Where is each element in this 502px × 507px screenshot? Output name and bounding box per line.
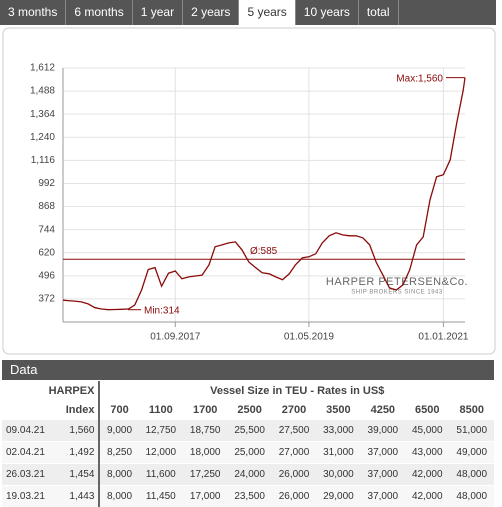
table-cell: 33,000 (316, 419, 361, 442)
table-cell: 42,000 (405, 463, 450, 486)
y-tick-label: 1,488 (30, 86, 55, 97)
x-tick-label: 01.09.2017 (150, 332, 200, 343)
table-cell: 26.03.21 (2, 463, 57, 486)
column-header: 2700 (281, 403, 307, 416)
column-header: 1100 (148, 403, 173, 416)
y-tick-label: 1,612 (30, 63, 55, 74)
table-cell: 23,500 (227, 485, 272, 507)
table-cell: 48,000 (449, 485, 494, 507)
table-cell: 25,000 (227, 441, 272, 464)
max-label: Max:1,560 (396, 73, 443, 84)
table-cell: 24,000 (227, 463, 272, 486)
average-label: Ø:585 (250, 246, 278, 257)
table-cell: 1,443 (56, 485, 101, 507)
table-cell: 42,000 (405, 485, 450, 507)
table-cell: 26,000 (271, 485, 317, 507)
tab[interactable]: total (359, 0, 399, 25)
table: HARPEX Vessel Size in TEU - Rates in US$ I… (2, 381, 494, 507)
table-cell: 9,000 (99, 419, 139, 442)
table-cell: 43,000 (405, 441, 450, 464)
empty-cell (2, 400, 56, 420)
table-cell: 19.03.21 (2, 485, 57, 507)
table-cell: 1,454 (56, 463, 101, 486)
table-cell: 51,000 (449, 419, 494, 442)
table-cell: 45,000 (405, 419, 450, 442)
data-line (62, 77, 466, 311)
table-cell: 18,000 (183, 441, 228, 464)
table-cell: 39,000 (360, 419, 406, 442)
table-cell: 48,000 (449, 463, 494, 486)
chart: 372 496 620 744 868 992 1,116 1,240 1,364 1,488 1,… (2, 27, 496, 355)
table-cell: 8,000 (99, 463, 139, 486)
table-cell: 37,000 (360, 485, 406, 507)
table-cell: 26,000 (271, 463, 317, 486)
table-cell: 1,492 (56, 441, 101, 464)
table-cell: 11,450 (138, 485, 183, 507)
column-header: 8500 (459, 403, 484, 416)
watermark-title: HARPER PETERSEN&Co. (326, 276, 468, 288)
y-tick-label: 1,240 (30, 132, 55, 143)
table-cell: 49,000 (449, 441, 494, 464)
table-cell: 11,600 (138, 463, 183, 486)
table-cell: 27,500 (271, 419, 317, 442)
table-cell: 12,750 (138, 419, 183, 442)
column-header: 4250 (370, 403, 396, 416)
x-tick-label: 01.05.2019 (284, 332, 334, 343)
column-row: Index 700 1100 1700 2500 2700 3500 4250 6500 8500 (2, 400, 494, 420)
table-cell: 8,000 (99, 485, 139, 507)
table-row: 19.03.21 1,443 8,000 11,450 17,000 23,500 26,0… (2, 485, 494, 507)
table-cell: 18,750 (183, 419, 228, 442)
table-cell: 12,000 (138, 441, 183, 464)
table-cell: 27,000 (271, 441, 317, 464)
table-cell: 02.04.21 (2, 441, 57, 464)
table-cell: 31,000 (316, 441, 361, 464)
table-title: Data (2, 360, 494, 380)
table-cell: 37,000 (360, 463, 406, 486)
table-cell: 17,250 (183, 463, 228, 486)
tab[interactable]: 5 years (239, 0, 296, 25)
header-cell: HARPEX (2, 381, 101, 400)
column-header: 2500 (237, 403, 262, 416)
tab[interactable]: 6 months (66, 0, 133, 25)
chart-frame (2, 27, 496, 355)
column-header: Index (56, 400, 101, 420)
table-cell: 25,500 (227, 419, 272, 442)
table-cell: 1,560 (56, 419, 101, 442)
tab[interactable]: 2 years (183, 0, 240, 25)
column-header: 3500 (326, 403, 351, 416)
table-cell: 30,000 (316, 463, 361, 486)
tab[interactable]: 10 years (296, 0, 359, 25)
watermark-subtitle: SHIP BROKERS SINCE 1943 (351, 290, 443, 296)
column-header: 700 (110, 403, 129, 416)
column-header: 1700 (192, 403, 218, 416)
y-tick-label: 992 (38, 178, 55, 189)
tab-bar: 3 months 6 months 1 year 2 years 5 years 10 y… (0, 0, 496, 25)
header-cell: Vessel Size in TEU - Rates in US$ (210, 384, 385, 397)
y-tick-label: 1,116 (31, 155, 56, 166)
table-cell: 29,000 (316, 485, 361, 507)
table-cell: 17,000 (183, 485, 228, 507)
table-row: 09.04.21 1,560 9,000 12,750 18,750 25,500 27,5… (2, 419, 494, 442)
y-tick-label: 744 (38, 224, 55, 235)
y-tick-label: 496 (38, 270, 55, 281)
column-header: 6500 (414, 403, 440, 416)
y-tick-label: 372 (38, 294, 55, 305)
table-row: 02.04.21 1,492 8,250 12,000 18,000 25,000 27,0… (2, 441, 494, 464)
y-tick-label: 1,364 (30, 109, 55, 120)
header-row: HARPEX Vessel Size in TEU - Rates in US$ (2, 381, 494, 400)
x-tick-label: 01.01.2021 (418, 332, 468, 343)
tab[interactable]: 3 months (0, 0, 67, 25)
min-label: Min:314 (144, 305, 180, 316)
table-cell: 09.04.21 (2, 419, 57, 442)
table-cell: 37,000 (360, 441, 406, 464)
y-tick-label: 868 (38, 201, 55, 212)
table-cell: 8,250 (99, 441, 139, 464)
y-tick-label: 620 (38, 247, 55, 258)
table-row: 26.03.21 1,454 8,000 11,600 17,250 24,000 26,0… (2, 463, 494, 486)
tab[interactable]: 1 year (133, 0, 184, 25)
